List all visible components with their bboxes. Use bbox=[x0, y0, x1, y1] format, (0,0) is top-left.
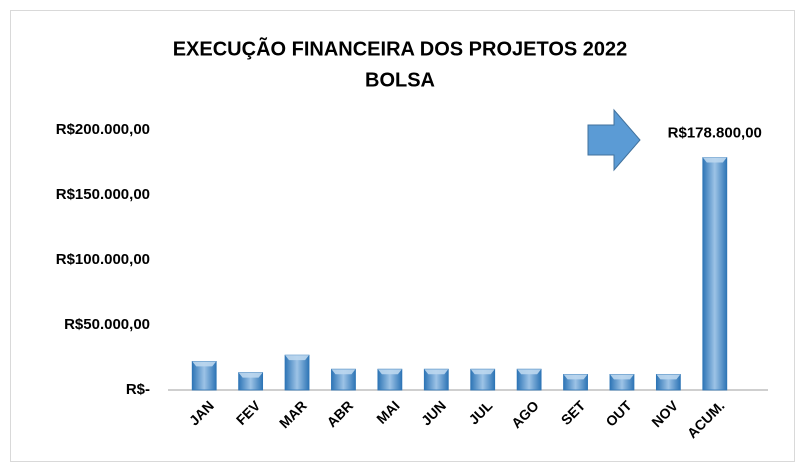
bar-bevel bbox=[517, 369, 542, 375]
bar-bevel bbox=[377, 369, 402, 375]
bar-bevel bbox=[656, 374, 681, 380]
chart-title: EXECUÇÃO FINANCEIRA DOS PROJETOS 2022 bbox=[173, 37, 628, 60]
y-tick-label: R$50.000,00 bbox=[64, 316, 150, 333]
bar-bevel bbox=[331, 369, 356, 375]
y-tick-label: R$200.000,00 bbox=[56, 121, 150, 138]
bar-bevel bbox=[702, 157, 727, 163]
data-label: R$178.800,00 bbox=[668, 125, 762, 142]
bar bbox=[284, 354, 310, 391]
bar-bevel bbox=[563, 374, 588, 380]
y-tick-label: R$100.000,00 bbox=[56, 251, 150, 268]
chart-subtitle: BOLSA bbox=[365, 69, 435, 91]
bar-bevel bbox=[609, 374, 634, 380]
bar-bevel bbox=[238, 372, 263, 378]
bar-bevel bbox=[192, 361, 217, 367]
bar-bevel bbox=[424, 369, 449, 375]
bar-bevel bbox=[285, 355, 310, 361]
y-tick-label: R$150.000,00 bbox=[56, 186, 150, 203]
y-tick-label: R$- bbox=[126, 381, 150, 398]
bar-bevel bbox=[470, 369, 495, 375]
arrow bbox=[587, 108, 641, 172]
bar bbox=[702, 157, 728, 391]
